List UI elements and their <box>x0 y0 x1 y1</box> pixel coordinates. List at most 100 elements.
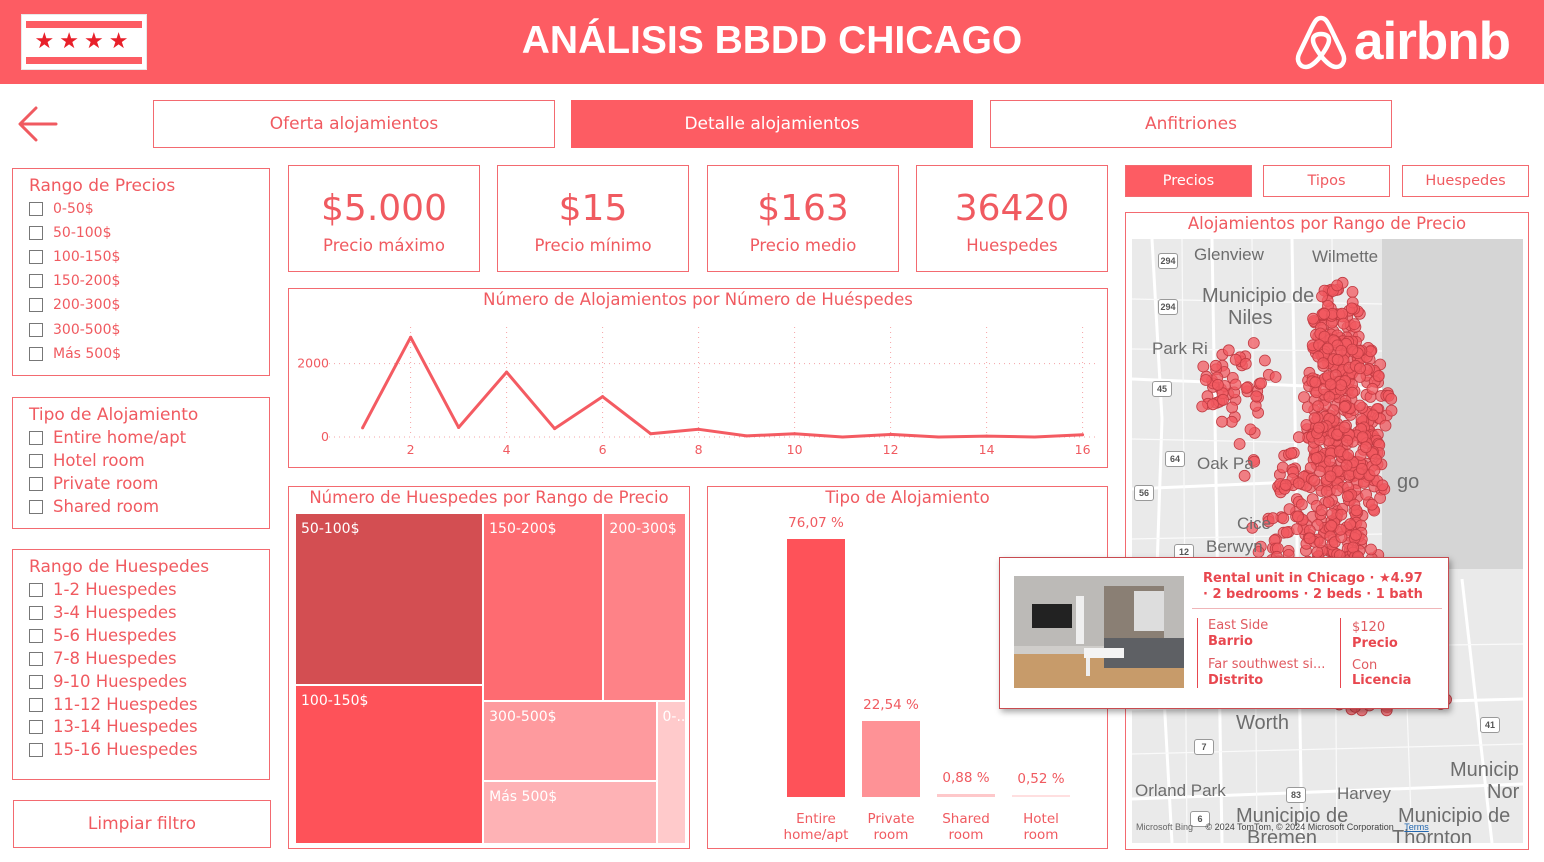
listing-dot[interactable] <box>1366 382 1379 395</box>
listing-dot[interactable] <box>1314 536 1327 549</box>
data-point[interactable] <box>985 434 989 438</box>
listing-dot[interactable] <box>1240 381 1253 394</box>
tab-detalle-alojamientos[interactable]: Detalle alojamientos <box>571 100 973 148</box>
tab-anfitriones[interactable]: Anfitriones <box>990 100 1392 148</box>
back-arrow-icon[interactable] <box>16 104 60 144</box>
listing-dot[interactable] <box>1346 343 1359 356</box>
checkbox[interactable] <box>29 697 43 712</box>
listing-dot[interactable] <box>1323 455 1336 467</box>
listing-dot[interactable] <box>1331 353 1344 366</box>
checkbox[interactable] <box>29 742 43 757</box>
listing-dot[interactable] <box>1341 434 1354 447</box>
treemap-cell[interactable]: 100-150$ <box>295 684 484 844</box>
listing-dot[interactable] <box>1336 307 1349 320</box>
filter-option-guests[interactable]: 15-16 Huespedes <box>29 740 198 759</box>
listing-dot[interactable] <box>1285 447 1298 460</box>
tab-precios[interactable]: Precios <box>1125 165 1252 197</box>
listing-dot[interactable] <box>1335 379 1348 392</box>
filter-option-guests[interactable]: 5-6 Huespedes <box>29 626 177 645</box>
listing-dot[interactable] <box>1255 377 1267 390</box>
listing-dot[interactable] <box>1209 359 1222 372</box>
listing-dot[interactable] <box>1196 400 1209 413</box>
listing-dot[interactable] <box>1324 378 1337 391</box>
listing-dot[interactable] <box>1354 362 1366 375</box>
listing-dot[interactable] <box>1222 344 1235 357</box>
data-point[interactable] <box>889 432 893 436</box>
bar[interactable] <box>937 794 995 797</box>
listing-dot[interactable] <box>1217 393 1229 406</box>
listing-dot[interactable] <box>1298 391 1310 404</box>
filter-option-room-type[interactable]: Hotel room <box>29 451 145 470</box>
data-point[interactable] <box>841 435 845 439</box>
bar[interactable] <box>1012 795 1070 797</box>
listing-dot[interactable] <box>1276 461 1289 474</box>
data-point[interactable] <box>361 426 365 430</box>
listing-dot[interactable] <box>1359 441 1372 454</box>
filter-option-guests[interactable]: 3-4 Huespedes <box>29 603 177 622</box>
filter-option-guests[interactable]: 13-14 Huespedes <box>29 717 198 736</box>
filter-option-guests[interactable]: 1-2 Huespedes <box>29 580 177 599</box>
checkbox[interactable] <box>29 651 43 666</box>
listing-dot[interactable] <box>1307 312 1320 325</box>
listing-dot[interactable] <box>1279 478 1292 491</box>
listing-dot[interactable] <box>1385 393 1398 405</box>
filter-option-room-type[interactable]: Entire home/apt <box>29 428 186 447</box>
listing-dot[interactable] <box>1207 398 1219 411</box>
listing-dot[interactable] <box>1269 371 1282 383</box>
filter-option-guests[interactable]: 9-10 Huespedes <box>29 672 187 691</box>
data-point[interactable] <box>553 427 557 431</box>
checkbox[interactable] <box>29 605 43 620</box>
listing-dot[interactable] <box>1258 354 1271 367</box>
listing-dot[interactable] <box>1216 415 1228 428</box>
treemap-cell[interactable]: 300-500$ <box>483 700 657 781</box>
listing-dot[interactable] <box>1250 390 1263 403</box>
data-point[interactable] <box>457 425 461 429</box>
listing-dot[interactable] <box>1365 498 1378 511</box>
checkbox[interactable] <box>29 430 43 445</box>
listing-dot[interactable] <box>1197 360 1210 373</box>
listing-dot[interactable] <box>1244 423 1257 436</box>
listing-dot[interactable] <box>1353 399 1366 412</box>
listing-dot[interactable] <box>1280 526 1293 539</box>
listing-dot[interactable] <box>1365 543 1377 556</box>
listing-dot[interactable] <box>1248 455 1261 468</box>
listing-dot[interactable] <box>1368 464 1381 477</box>
chicago-map[interactable]: Glenview Wilmette Municipio de Niles Park Ri… <box>1132 239 1523 843</box>
listing-dot[interactable] <box>1304 461 1317 474</box>
checkbox[interactable] <box>29 453 43 468</box>
listing-dot[interactable] <box>1331 484 1344 497</box>
checkbox[interactable] <box>29 202 43 216</box>
tab-huespedes[interactable]: Huespedes <box>1402 165 1529 197</box>
listing-dot[interactable] <box>1356 431 1369 444</box>
listing-dot[interactable] <box>1331 428 1343 441</box>
filter-option-price[interactable]: 300-500$ <box>29 322 120 338</box>
listing-dot[interactable] <box>1315 504 1328 517</box>
checkbox[interactable] <box>29 226 43 240</box>
listing-dot[interactable] <box>1233 438 1246 450</box>
listing-dot[interactable] <box>1247 337 1260 349</box>
checkbox[interactable] <box>29 250 43 264</box>
listing-dot[interactable] <box>1325 519 1338 532</box>
bar[interactable] <box>787 539 845 797</box>
filter-option-room-type[interactable]: Private room <box>29 474 158 493</box>
listing-dot[interactable] <box>1360 488 1373 501</box>
tab-oferta-alojamientos[interactable]: Oferta alojamientos <box>153 100 555 148</box>
listing-dot[interactable] <box>1376 479 1389 492</box>
data-point[interactable] <box>793 432 797 436</box>
listing-dot[interactable] <box>1312 400 1325 413</box>
treemap-cell[interactable]: 0-... <box>656 700 686 844</box>
listing-dot[interactable] <box>1295 498 1308 511</box>
listing-dot[interactable] <box>1301 401 1314 414</box>
listing-dot[interactable] <box>1199 374 1212 386</box>
treemap-cell[interactable]: 50-100$ <box>295 513 484 685</box>
listing-dot[interactable] <box>1323 390 1336 403</box>
treemap-cell[interactable]: 200-300$ <box>603 513 686 701</box>
listing-dot[interactable] <box>1341 490 1354 503</box>
listing-dot[interactable] <box>1308 474 1321 487</box>
listing-dot[interactable] <box>1370 453 1382 466</box>
filter-option-price[interactable]: 200-300$ <box>29 297 120 313</box>
listing-dot[interactable] <box>1346 286 1359 298</box>
data-point[interactable] <box>409 335 413 339</box>
listing-dot[interactable] <box>1344 518 1357 531</box>
data-point[interactable] <box>937 435 941 439</box>
